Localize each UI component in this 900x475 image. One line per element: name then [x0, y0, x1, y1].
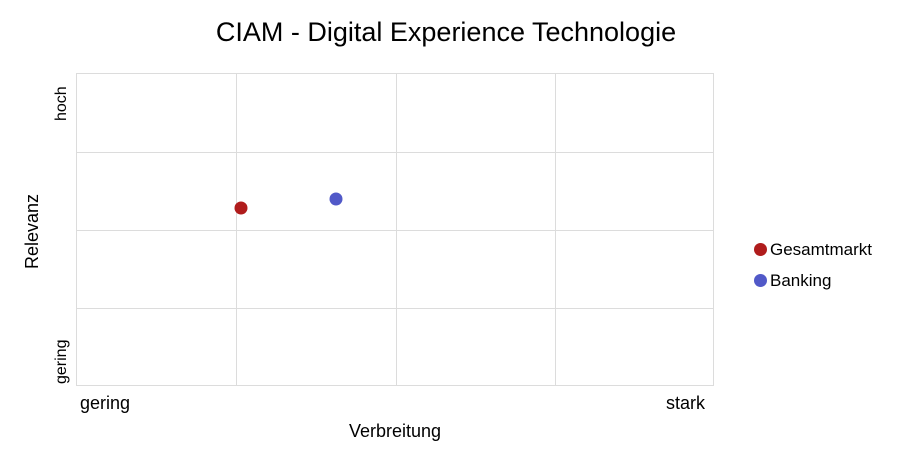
legend-marker-icon	[754, 243, 767, 256]
legend-marker-icon	[754, 274, 767, 287]
x-axis-title: Verbreitung	[348, 421, 442, 441]
legend-item-gesamtmarkt: Gesamtmarkt	[754, 234, 872, 265]
legend: Gesamtmarkt Banking	[754, 234, 872, 296]
chart-title: CIAM - Digital Experience Technologie	[215, 17, 677, 47]
legend-item-banking: Banking	[754, 265, 872, 296]
x-tick-label-min: gering	[80, 393, 131, 413]
y-tick-label-min: gering	[53, 339, 70, 384]
plot-area	[76, 73, 714, 386]
legend-label: Banking	[770, 270, 832, 290]
data-point-banking	[329, 192, 343, 206]
data-point-gesamtmarkt	[234, 201, 248, 215]
y-axis-title: Relevanz	[22, 193, 42, 269]
grid-line-vertical	[236, 74, 237, 385]
grid-line-horizontal	[77, 308, 713, 309]
grid-line-vertical	[396, 74, 397, 385]
grid-line-horizontal	[77, 230, 713, 231]
legend-label: Gesamtmarkt	[770, 239, 873, 259]
grid-line-horizontal	[77, 152, 713, 153]
x-tick-label-max: stark	[666, 393, 706, 413]
y-tick-label-max: hoch	[53, 86, 70, 121]
grid-line-vertical	[555, 74, 556, 385]
